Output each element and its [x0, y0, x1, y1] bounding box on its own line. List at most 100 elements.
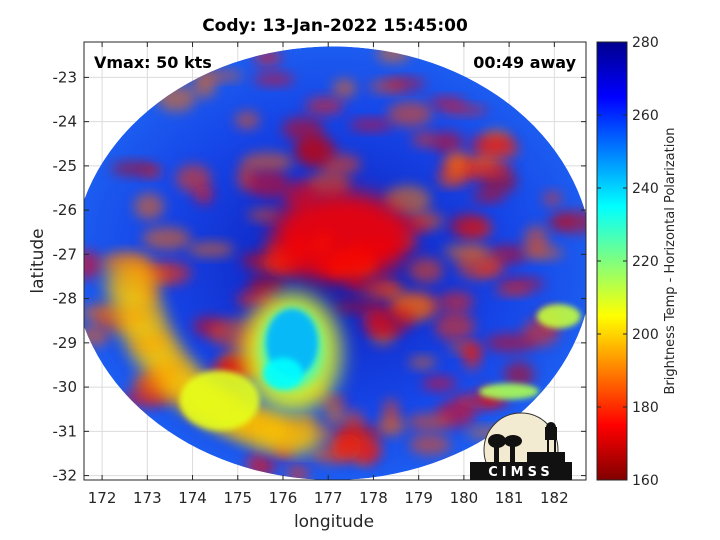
texture-blob — [142, 226, 191, 251]
x-tick-label: 180 — [450, 489, 479, 507]
colorbar-tick-label: 180 — [632, 400, 659, 416]
y-tick-label: -29 — [53, 334, 78, 352]
texture-blob — [84, 303, 116, 323]
texture-blob — [234, 111, 260, 129]
texture-blob — [247, 209, 281, 222]
swath-features — [179, 191, 581, 431]
texture-blob — [256, 459, 277, 476]
texture-blob — [333, 300, 385, 313]
texture-blob — [406, 413, 452, 431]
texture-blob — [542, 191, 562, 206]
texture-blob — [495, 285, 531, 297]
texture-blob — [412, 132, 438, 147]
plot-frame — [83, 41, 587, 481]
logo-text: CIMSS — [488, 465, 553, 480]
feature-outer-band-east — [479, 383, 540, 400]
texture-blob — [286, 463, 309, 480]
texture-blob — [443, 243, 488, 260]
feature-warm-band-south — [262, 357, 303, 390]
texture-blob — [448, 213, 489, 238]
colorbar-tick-label: 280 — [632, 35, 659, 51]
texture-blob — [408, 356, 437, 369]
texture-blob — [485, 333, 536, 352]
texture-blob — [377, 417, 406, 437]
y-tick-label: -31 — [53, 422, 78, 440]
texture-blob — [294, 136, 329, 166]
y-tick-label: -23 — [53, 68, 78, 86]
texture-blob — [422, 376, 457, 391]
colorbar-label: Brightness Temp - Horizontal Polarizatio… — [663, 127, 678, 394]
time-away-annotation: 00:49 away — [473, 53, 576, 72]
x-tick-label: 175 — [223, 489, 252, 507]
y-axis-ticks: -23 -24 -25 -26 -27 -28 -29 -30 -31 -32 — [53, 68, 586, 485]
texture-blob — [84, 250, 102, 280]
colorbar — [596, 41, 628, 481]
texture-blob — [547, 214, 572, 231]
y-tick-label: -25 — [53, 157, 78, 175]
texture-blob — [187, 242, 235, 257]
texture-blob — [438, 291, 474, 312]
x-tick-label: 177 — [314, 489, 343, 507]
x-tick-label: 172 — [88, 489, 117, 507]
texture-blob — [409, 434, 451, 455]
texture-blob — [141, 260, 192, 286]
texture-blob — [332, 78, 357, 98]
texture-blob — [446, 150, 467, 180]
y-tick-label: -24 — [53, 113, 78, 131]
texture-blob — [438, 104, 488, 116]
texture-blob — [242, 152, 294, 172]
x-tick-label: 181 — [495, 489, 524, 507]
feature-eye — [271, 191, 412, 282]
texture-blob — [384, 185, 431, 216]
x-tick-label: 179 — [404, 489, 433, 507]
texture-blob — [349, 119, 393, 131]
texture-blob — [471, 190, 504, 203]
cimss-logo: CIMSS — [470, 412, 572, 480]
y-tick-label: -28 — [53, 290, 78, 308]
vmax-annotation: Vmax: 50 kts — [94, 53, 212, 72]
colorbar-ticks: 280 260 240 220 200 180 160 — [597, 35, 659, 489]
x-tick-label: 178 — [359, 489, 388, 507]
texture-blob — [363, 325, 404, 336]
y-tick-label: -30 — [53, 378, 78, 396]
x-tick-label: 173 — [133, 489, 162, 507]
texture-blob — [523, 225, 549, 255]
texture-blob — [428, 96, 467, 108]
y-tick-label: -27 — [53, 245, 78, 263]
texture-blob — [331, 433, 362, 461]
texture-blob — [247, 170, 290, 198]
colorbar-tick-label: 160 — [632, 473, 659, 489]
texture-blob — [305, 97, 344, 115]
feature-arc-southwest — [179, 370, 260, 431]
texture-blob — [282, 116, 325, 142]
x-tick-label: 182 — [540, 489, 569, 507]
texture-blob — [468, 135, 518, 153]
texture-blob — [110, 161, 159, 176]
texture-blob — [378, 286, 406, 297]
texture-blob — [431, 131, 463, 154]
band-blob — [108, 257, 153, 282]
texture-blob — [253, 72, 295, 86]
y-tick-label: -26 — [53, 201, 78, 219]
texture-blob — [134, 193, 165, 220]
x-tick-label: 174 — [178, 489, 207, 507]
brightness-temp-swath — [84, 46, 586, 480]
x-axis-ticks: 172 173 174 175 176 177 178 179 180 181 182 — [88, 42, 569, 507]
feature-outer-band-far-east — [536, 304, 581, 329]
texture-blob — [409, 257, 444, 283]
texture-blob — [384, 77, 426, 90]
texture-blob — [357, 440, 381, 465]
chart-title: Cody: 13-Jan-2022 15:45:00 — [202, 16, 468, 36]
texture-blob — [306, 170, 351, 199]
texture-blob — [194, 185, 214, 205]
texture-blob — [324, 402, 346, 426]
colorbar-tick-label: 240 — [632, 181, 659, 197]
x-tick-label: 176 — [269, 489, 298, 507]
texture-blob — [463, 342, 482, 361]
texture-blob — [503, 361, 535, 389]
colorbar-tick-label: 220 — [632, 254, 659, 270]
y-axis-label: latitude — [28, 228, 48, 293]
colorbar-tick-label: 260 — [632, 108, 659, 124]
